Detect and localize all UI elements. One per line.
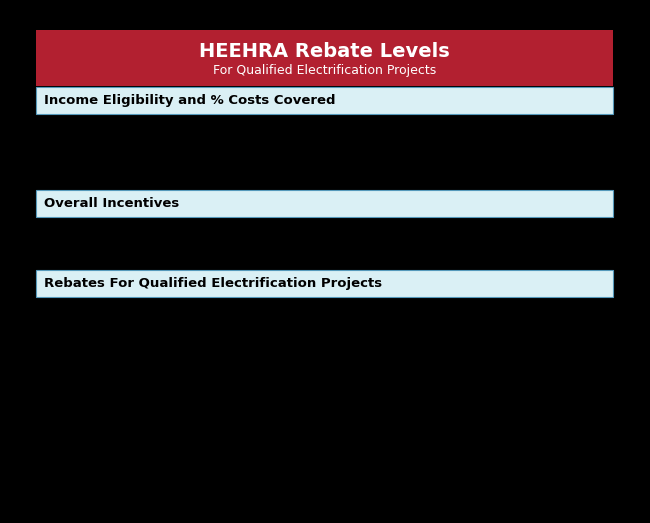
Bar [36, 87, 613, 114]
Bar [36, 30, 613, 86]
Text: Rebates For Qualified Electrification Projects: Rebates For Qualified Electrification Pr… [44, 277, 382, 290]
Text: Income Eligibility and % Costs Covered: Income Eligibility and % Costs Covered [44, 94, 335, 107]
Bar [36, 190, 613, 217]
Text: Overall Incentives: Overall Incentives [44, 197, 179, 210]
Text: For Qualified Electrification Projects: For Qualified Electrification Projects [213, 64, 436, 77]
Bar [36, 270, 613, 297]
Text: HEEHRA Rebate Levels: HEEHRA Rebate Levels [199, 42, 450, 61]
